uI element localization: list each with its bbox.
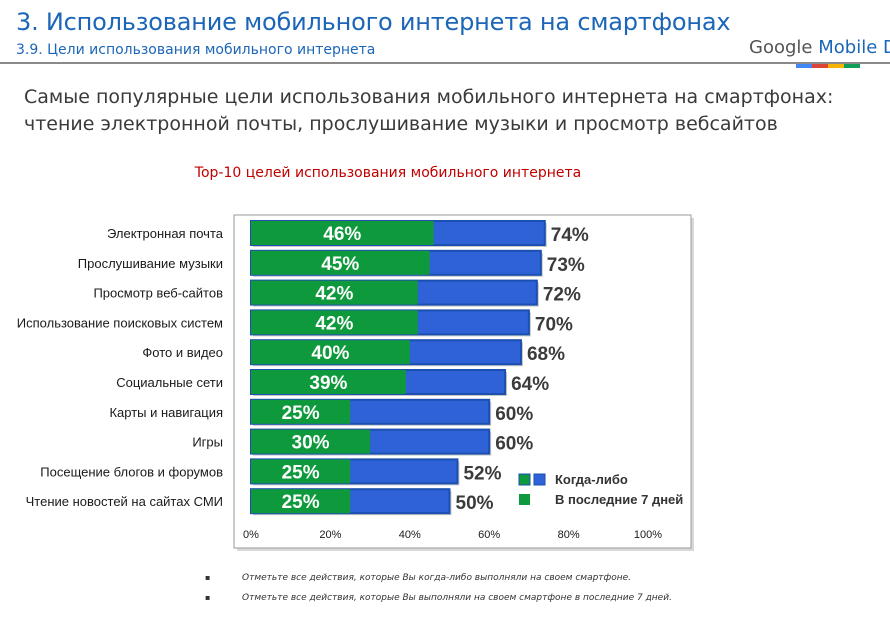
bar-last-7-days <box>251 250 430 275</box>
category-label: Посещение блогов и форумов <box>40 464 223 479</box>
category-label: Просмотр веб-сайтов <box>93 286 223 301</box>
x-tick-label: 60% <box>478 529 500 541</box>
data-label-last-7-days: 45% <box>321 254 359 275</box>
brand-color-segment <box>828 64 844 68</box>
data-label-ever: 72% <box>543 285 581 306</box>
data-label-last-7-days: 25% <box>282 492 320 513</box>
data-label-ever: 60% <box>495 434 533 455</box>
legend-swatch-blue <box>533 473 546 486</box>
x-tick-label: 80% <box>558 529 580 541</box>
google-mobile-day-logo: Google Mobile Day <box>749 37 890 58</box>
logo-mobile-day-text: Mobile Day <box>818 37 890 58</box>
bar-last-7-days <box>251 221 434 245</box>
chart-title: Top-10 целей использования мобильного ин… <box>194 165 582 181</box>
category-label: Электронная почта <box>107 226 224 241</box>
data-label-ever: 68% <box>527 344 565 365</box>
page-title: 3. Использование мобильного интернета на… <box>16 8 731 36</box>
bar-last-7-days <box>251 489 351 514</box>
bar-last-7-days <box>251 370 406 394</box>
legend-swatch-green <box>519 494 530 505</box>
data-label-ever: 70% <box>535 314 573 335</box>
bar-last-7-days <box>251 340 410 365</box>
legend-label: Когда-либо <box>555 472 628 487</box>
footnote-text: Отметьте все действия, которые Вы выполн… <box>242 593 672 603</box>
data-label-ever: 60% <box>495 404 533 425</box>
data-label-last-7-days: 42% <box>315 284 353 305</box>
brand-color-strip <box>796 64 860 68</box>
category-label: Прослушивание музыки <box>78 256 223 271</box>
data-label-ever: 73% <box>547 255 585 276</box>
data-label-last-7-days: 39% <box>309 373 347 394</box>
data-label-ever: 74% <box>551 225 589 246</box>
brand-color-segment <box>796 64 812 68</box>
logo-google-text: Google <box>749 37 813 58</box>
x-tick-label: 20% <box>319 529 341 541</box>
category-label: Использование поисковых систем <box>17 315 223 330</box>
footnote-bullet: ▪ <box>205 593 211 602</box>
data-label-last-7-days: 25% <box>282 462 320 483</box>
category-label: Чтение новостей на сайтах СМИ <box>26 494 223 509</box>
x-tick-label: 40% <box>399 529 421 541</box>
data-label-last-7-days: 40% <box>311 343 349 364</box>
bar-last-7-days <box>251 310 418 335</box>
data-label-last-7-days: 46% <box>323 224 361 245</box>
category-label: Игры <box>192 435 223 450</box>
data-label-ever: 50% <box>456 493 494 514</box>
bar-last-7-days <box>251 459 351 484</box>
data-label-last-7-days: 42% <box>315 313 353 334</box>
brand-color-segment <box>844 64 860 68</box>
x-tick-label: 0% <box>243 529 259 541</box>
slide-subtitle-line-1: Самые популярные цели использования моби… <box>24 86 834 108</box>
footnote-text: Отметьте все действия, которые Вы когда-… <box>242 573 632 583</box>
legend-swatch-green <box>518 473 531 486</box>
category-label: Социальные сети <box>116 375 223 390</box>
slide-subtitle-line-2: чтение электронной почты, прослушивание … <box>24 113 778 135</box>
brand-color-segment <box>812 64 828 68</box>
bar-last-7-days <box>251 280 418 305</box>
footnote-bullet: ▪ <box>205 573 211 582</box>
data-label-ever: 64% <box>511 374 549 395</box>
slide-subtitle: Самые популярные цели использования моби… <box>24 84 833 138</box>
data-label-last-7-days: 30% <box>292 433 330 454</box>
bar-last-7-days <box>251 429 371 454</box>
legend-label: В последние 7 дней <box>555 492 683 507</box>
section-subtitle: 3.9. Цели использования мобильного интер… <box>16 42 376 58</box>
x-tick-label: 100% <box>634 529 662 541</box>
category-label: Фото и видео <box>142 345 223 360</box>
header-divider <box>0 62 890 64</box>
category-label: Карты и навигация <box>109 405 223 420</box>
data-label-ever: 52% <box>463 463 501 484</box>
bar-last-7-days <box>251 399 351 424</box>
data-label-last-7-days: 25% <box>282 403 320 424</box>
